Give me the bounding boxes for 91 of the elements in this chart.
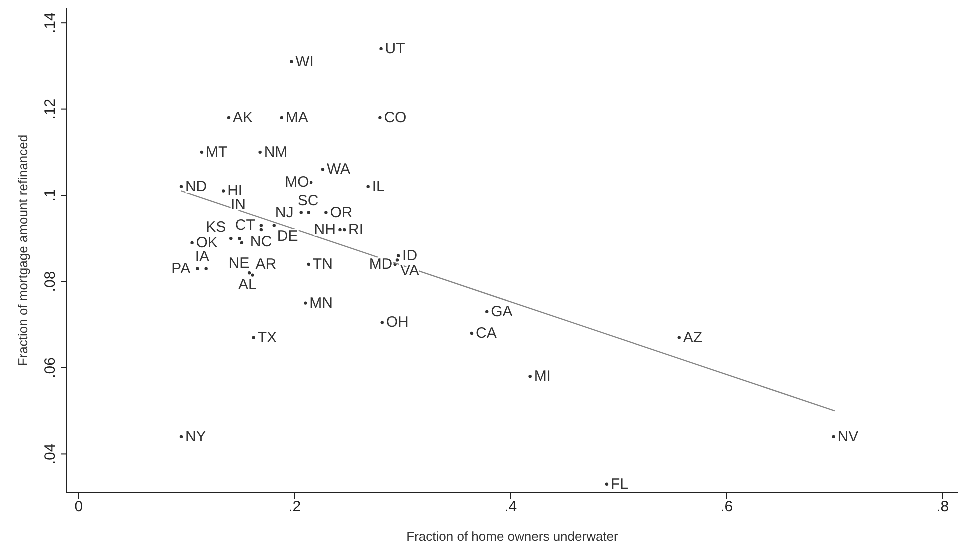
annotation: TX [258, 329, 278, 346]
annotation: VA [400, 262, 420, 280]
annotation: NV [838, 428, 859, 446]
point [528, 375, 532, 378]
x-tick-label: .6 [720, 498, 734, 516]
annotation: AK [233, 109, 254, 126]
point [280, 116, 284, 120]
point [324, 211, 328, 214]
y-tick-label: .06 [42, 358, 59, 378]
annotation: OR [330, 204, 353, 222]
annotation: NY [185, 428, 206, 446]
y-tick-label: .04 [42, 444, 59, 465]
point [342, 228, 346, 232]
annotation: NE [228, 255, 250, 272]
point [378, 116, 382, 120]
point [222, 190, 226, 193]
x-tick-label: .8 [936, 498, 950, 516]
annotation: NM [264, 144, 288, 161]
point [605, 482, 609, 486]
point [258, 150, 262, 154]
point [832, 435, 836, 439]
annotation: MA [286, 109, 308, 126]
point [227, 116, 231, 120]
annotation: CT [235, 217, 256, 234]
point [248, 272, 252, 275]
annotation: WI [296, 53, 314, 70]
point [180, 185, 184, 189]
point [290, 60, 294, 64]
x-tick-label: 0 [74, 498, 84, 516]
point [300, 211, 303, 214]
annotation: IL [372, 178, 385, 196]
annotation: MN [310, 294, 334, 312]
annotation: UT [385, 40, 406, 58]
point [486, 310, 489, 314]
point [180, 435, 184, 439]
annotation: NC [250, 234, 272, 251]
point [380, 47, 383, 51]
annotation: NH [314, 222, 336, 239]
annotation: AL [238, 276, 257, 294]
y-tick-label: .14 [42, 12, 59, 34]
point [260, 228, 263, 232]
point [307, 262, 311, 266]
point [204, 267, 208, 270]
point [196, 267, 200, 270]
point [307, 211, 311, 214]
annotation: CO [384, 109, 407, 126]
point [190, 241, 194, 245]
point [470, 332, 474, 336]
point [272, 224, 276, 228]
x-tick-label: .4 [504, 498, 518, 516]
point [396, 258, 400, 262]
annotation: FL [611, 476, 629, 493]
annotation: OH [386, 314, 409, 332]
point [380, 321, 384, 324]
annotation: CA [476, 324, 497, 342]
point [238, 237, 242, 240]
annotation: PA [172, 260, 191, 278]
annotation: DE [277, 228, 298, 246]
annotation: AR [256, 256, 277, 273]
annotation: SC [298, 192, 319, 210]
x-tick-label: .2 [288, 498, 302, 516]
annotation: NJ [275, 204, 294, 222]
point [240, 241, 244, 245]
annotation: AZ [683, 329, 703, 346]
annotation: MD [369, 256, 393, 274]
point [304, 302, 308, 305]
point [321, 168, 325, 172]
y-axis-title: Fraction of mortgage amount refinanced [16, 134, 31, 366]
y-tick-label: .08 [42, 271, 59, 292]
point [252, 336, 256, 340]
annotation: TN [312, 256, 333, 274]
point [251, 274, 254, 277]
point [230, 237, 233, 240]
x-axis-title: Fraction of home owners underwater [406, 529, 620, 544]
annotation: MT [206, 144, 228, 161]
point [396, 254, 400, 258]
point [366, 185, 370, 189]
annotation: RI [348, 222, 364, 239]
y-tick-label: .12 [42, 98, 59, 120]
point [678, 336, 681, 340]
point [200, 150, 204, 154]
y-tick-label: .1 [42, 189, 59, 202]
point [260, 224, 263, 228]
annotation: MI [534, 368, 551, 386]
point [338, 228, 342, 232]
annotation: ID [402, 247, 418, 264]
annotation: KS [206, 219, 226, 236]
annotation: ND [185, 178, 208, 196]
annotation: MO [285, 174, 310, 192]
annotation: GA [491, 303, 513, 320]
annotation: WA [326, 161, 351, 178]
